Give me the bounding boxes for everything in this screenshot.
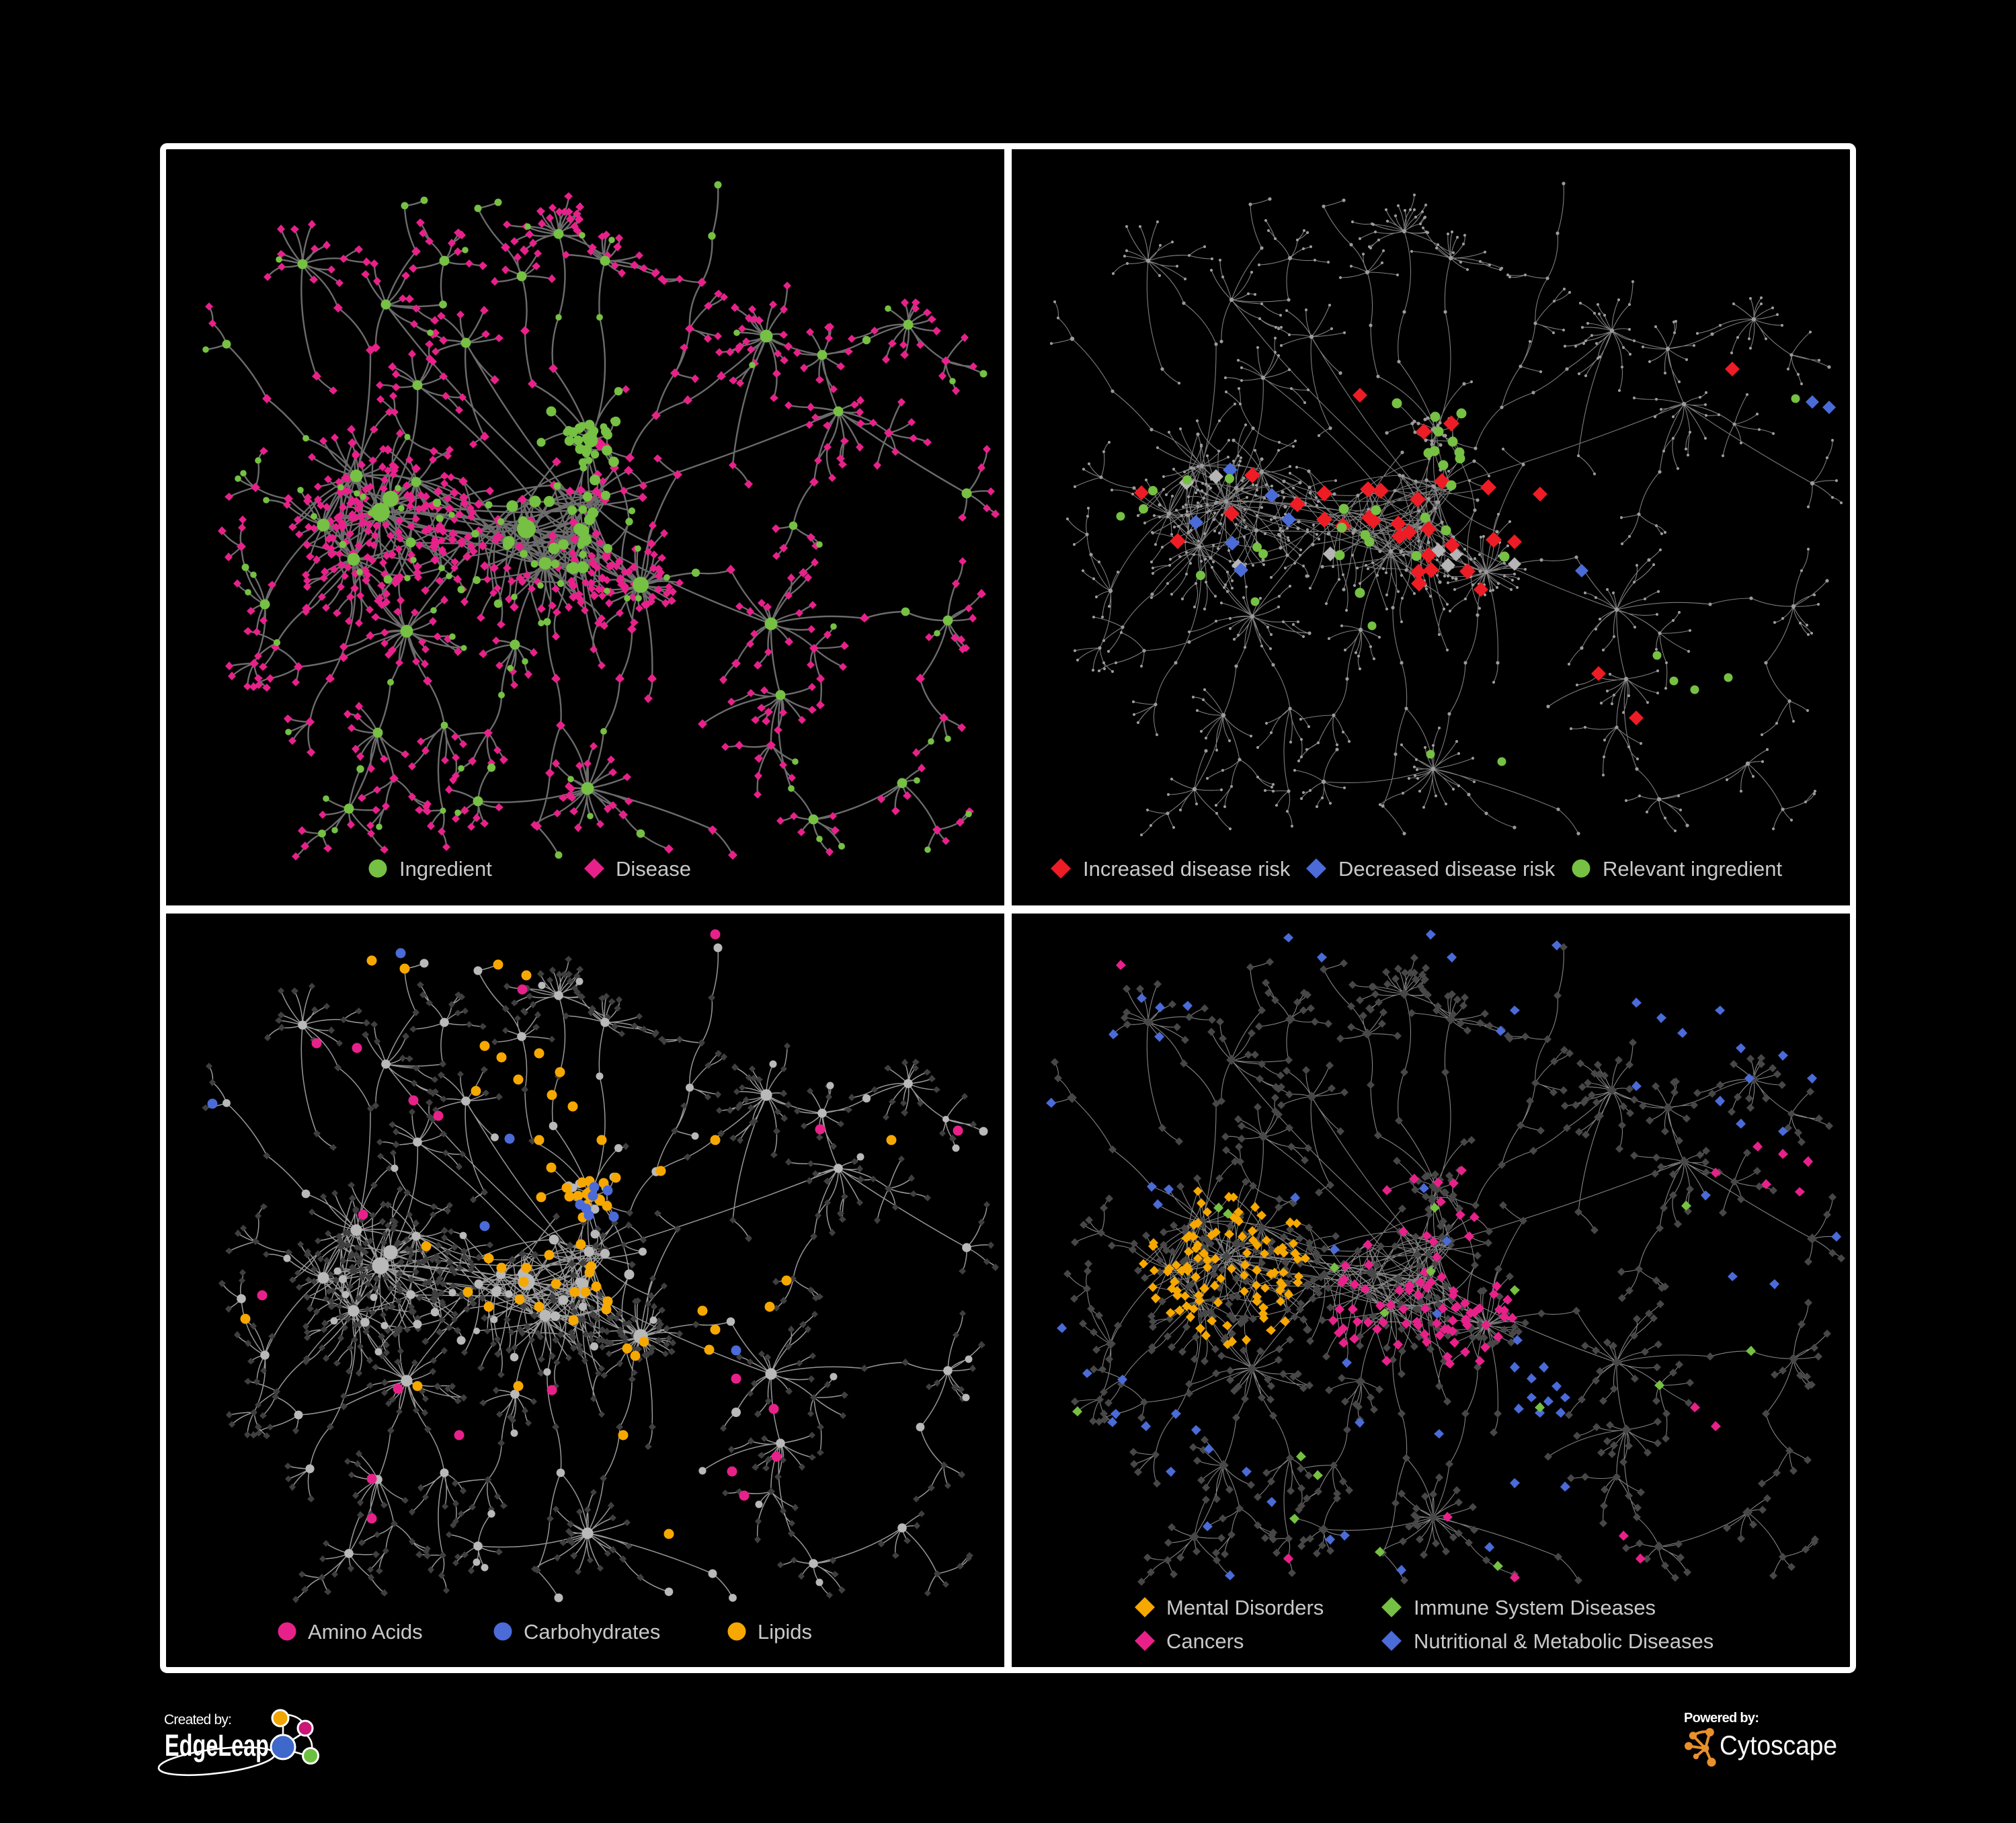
svg-text:Lipids: Lipids (758, 1620, 812, 1644)
svg-text:Cancers: Cancers (1166, 1629, 1244, 1653)
svg-text:Carbohydrates: Carbohydrates (524, 1620, 660, 1644)
svg-text:Increased disease risk: Increased disease risk (1083, 857, 1291, 881)
svg-text:Cytoscape: Cytoscape (1720, 1731, 1837, 1760)
svg-text:EdgeLeap: EdgeLeap (165, 1728, 269, 1763)
svg-text:Decreased disease risk: Decreased disease risk (1338, 857, 1556, 881)
svg-text:Relevant ingredient: Relevant ingredient (1603, 857, 1783, 881)
svg-text:Powered by:: Powered by: (1684, 1711, 1759, 1726)
svg-text:Mental Disorders: Mental Disorders (1166, 1596, 1324, 1619)
svg-text:Amino Acids: Amino Acids (308, 1620, 423, 1644)
svg-text:Disease: Disease (616, 857, 691, 881)
svg-text:Ingredient: Ingredient (399, 857, 492, 881)
svg-text:Nutritional & Metabolic Diseas: Nutritional & Metabolic Diseases (1414, 1629, 1713, 1653)
svg-text:Immune System Diseases: Immune System Diseases (1414, 1596, 1656, 1619)
svg-text:Created by:: Created by: (164, 1712, 232, 1728)
